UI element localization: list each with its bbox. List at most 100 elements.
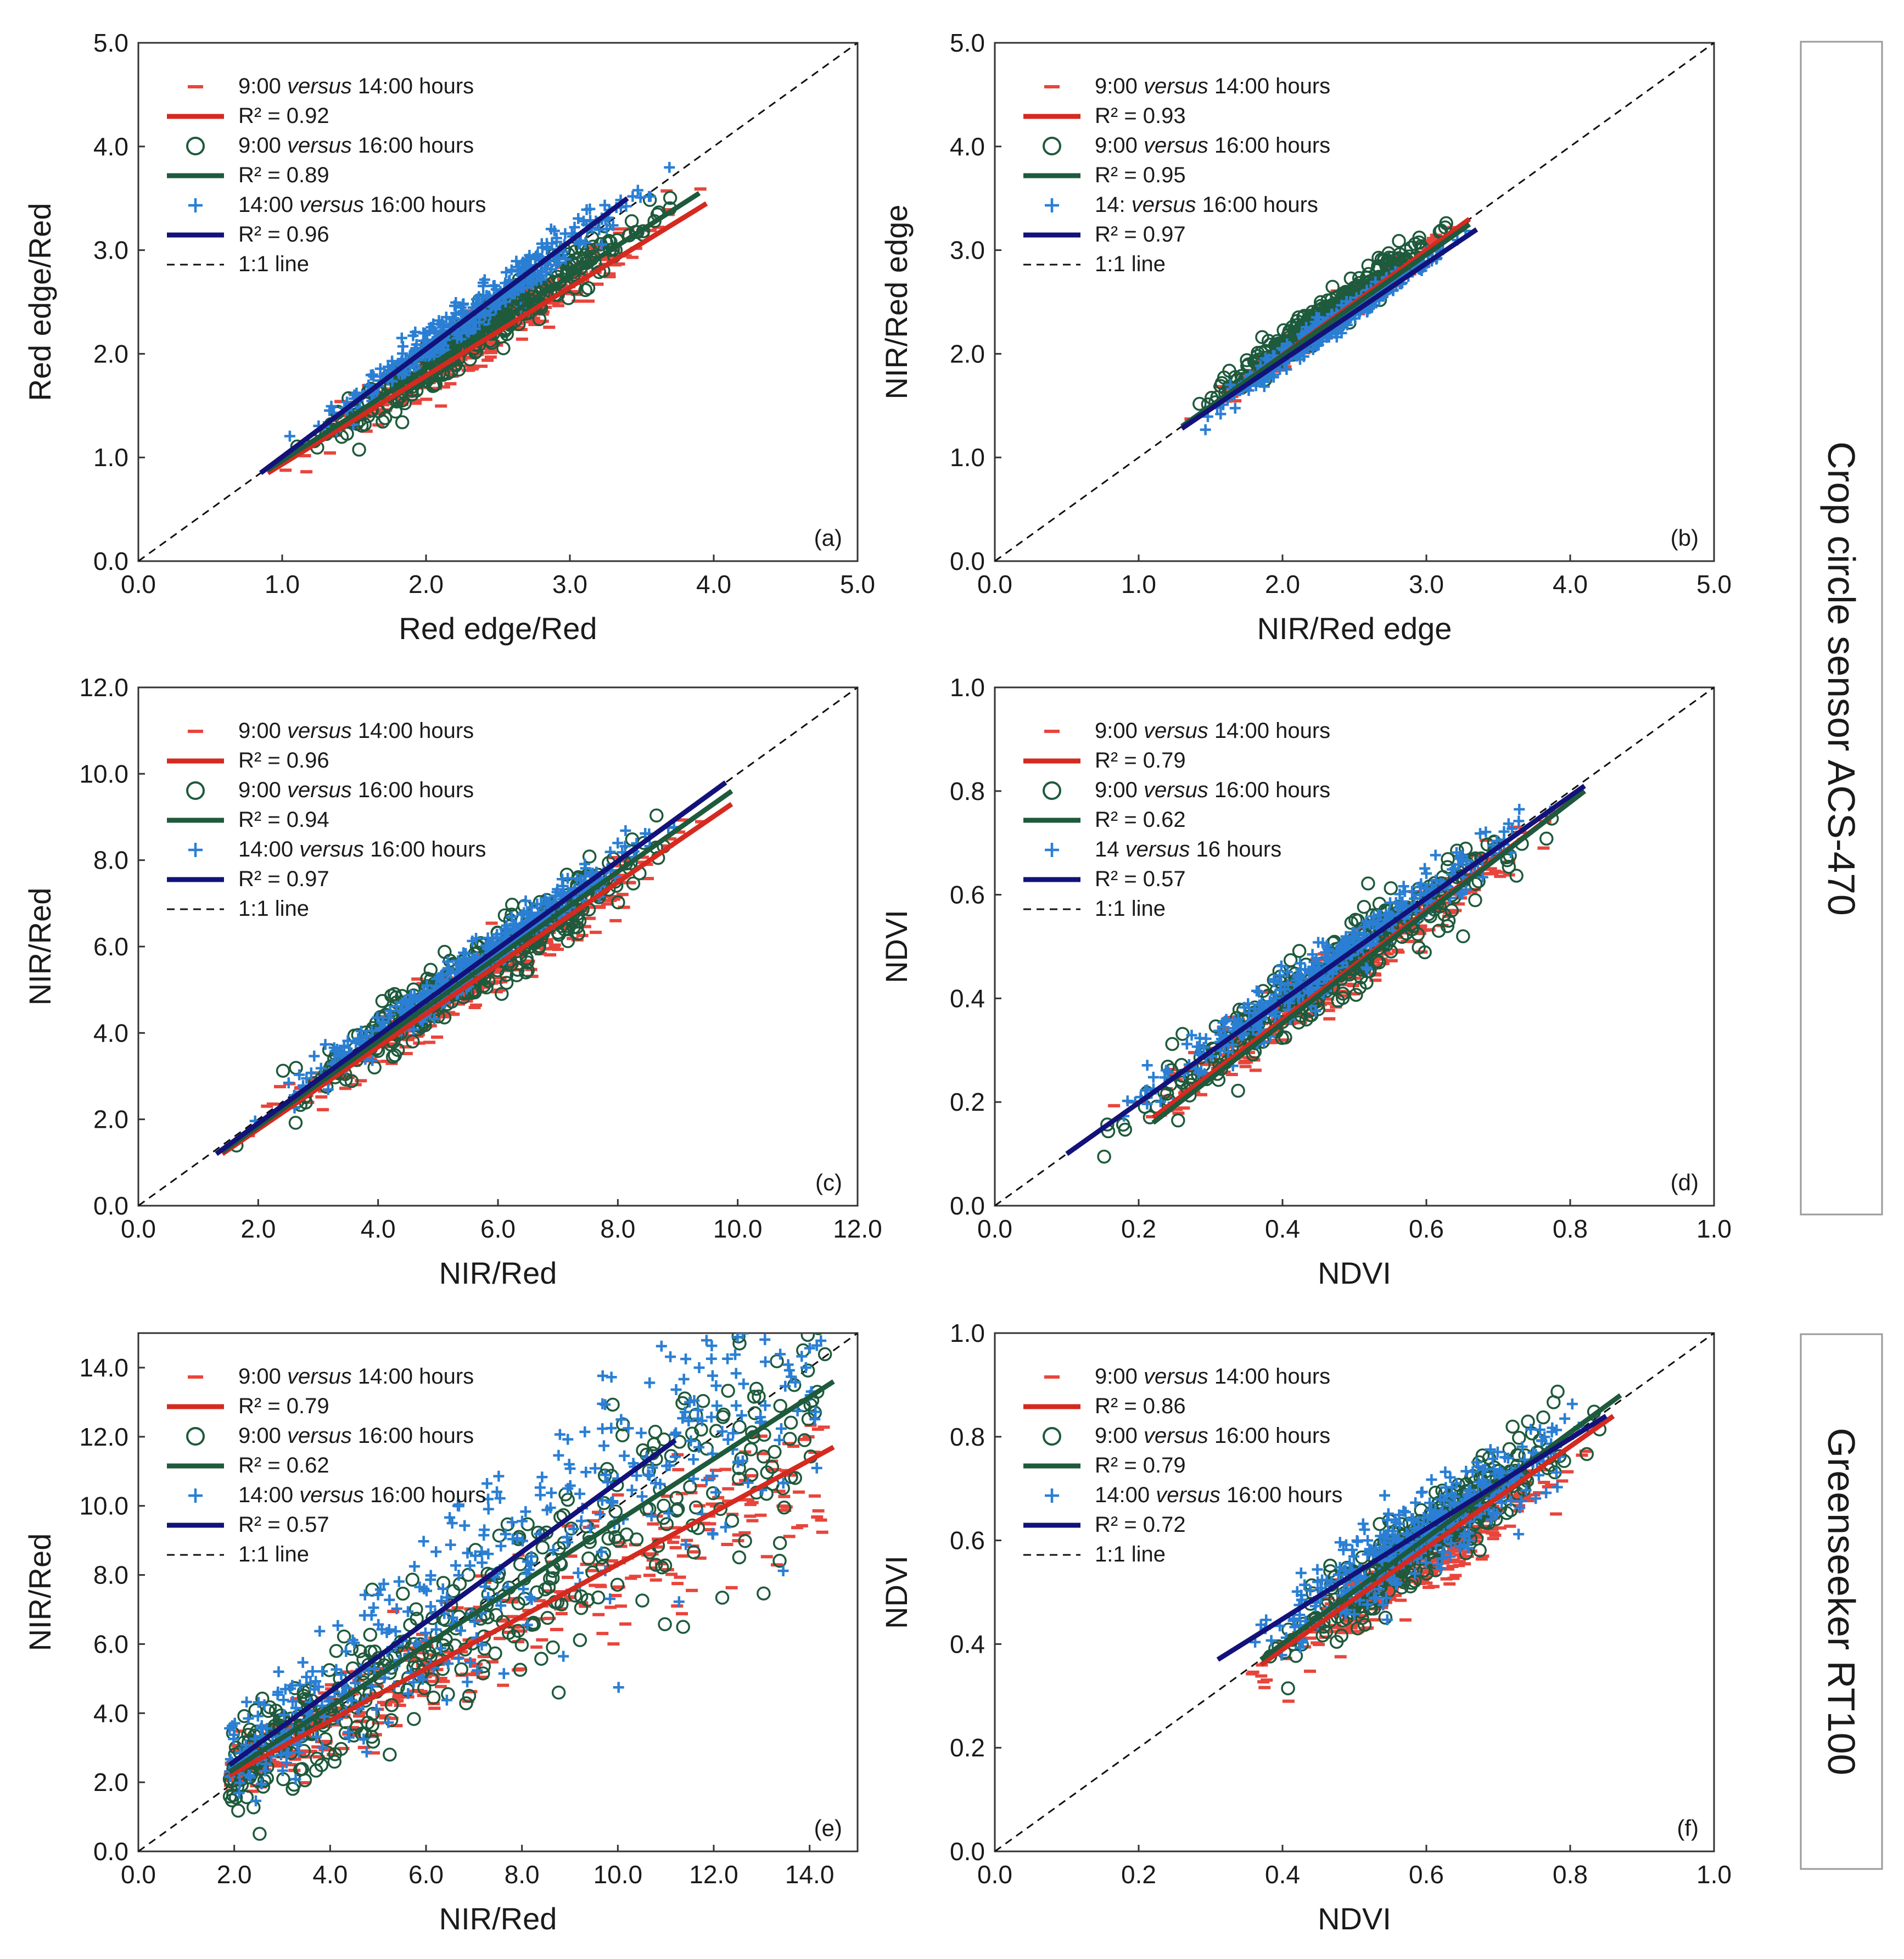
point-9-16 xyxy=(395,415,410,429)
point-9-16 xyxy=(1410,927,1425,942)
point-9-16 xyxy=(363,1627,378,1642)
legend-label: 14: versus 16:00 hours xyxy=(1095,193,1318,217)
point-14-16 xyxy=(580,870,591,882)
panel-c: 0.0 2.0 4.0 6.0 8.0 10.0 12.0 0.0 2.0 4.0 6.0 8.0 10… xyxy=(23,673,882,1290)
point-9-16 xyxy=(1361,876,1375,891)
point-14-16 xyxy=(384,1005,396,1017)
legend-label: 9:00 versus 14:00 hours xyxy=(238,719,474,743)
point-14-16 xyxy=(349,389,360,401)
point-14-16 xyxy=(569,221,580,233)
point-14-16 xyxy=(433,972,445,983)
y-tick-label: 4.0 xyxy=(93,1699,128,1727)
point-9-16 xyxy=(1444,903,1459,918)
point-14-16 xyxy=(284,430,295,442)
y-tick-label: 3.0 xyxy=(950,236,985,265)
point-14-16 xyxy=(372,1012,383,1023)
point-9-16 xyxy=(1349,988,1363,1002)
point-14-16 xyxy=(1349,312,1361,324)
point-9-16 xyxy=(1392,234,1406,248)
point-14-16 xyxy=(471,299,482,310)
x-tick-label: 2.0 xyxy=(408,570,444,598)
y-tick-label: 0.6 xyxy=(950,881,985,909)
point-9-16 xyxy=(423,962,438,977)
point-14-16 xyxy=(612,837,624,849)
point-9-16 xyxy=(276,1064,290,1078)
point-14-16 xyxy=(632,184,643,196)
point-9-16 xyxy=(1097,1149,1111,1164)
panel-b: 0.0 1.0 2.0 3.0 4.0 5.0 0.0 1.0 2.0 3.0 4.0 5.0 NIR/… xyxy=(879,29,1732,646)
point-14-16 xyxy=(488,938,499,949)
point-14-16 xyxy=(301,1073,312,1084)
point-9-16 xyxy=(649,808,664,823)
point-14-16 xyxy=(1225,379,1236,390)
point-9-16 xyxy=(732,1420,747,1434)
point-9-16 xyxy=(1384,881,1398,895)
point-9-16 xyxy=(1509,869,1524,883)
point-14-16 xyxy=(1192,1067,1204,1078)
y-tick-label: 0.4 xyxy=(950,984,985,1012)
point-14-16 xyxy=(315,1062,327,1074)
x-tick-label: 4.0 xyxy=(1553,570,1588,598)
y-tick-label: 2.0 xyxy=(950,339,985,368)
point-14-16 xyxy=(294,1069,305,1081)
point-14-16 xyxy=(620,200,632,212)
point-14-16 xyxy=(1259,352,1271,364)
x-tick-label: 0.0 xyxy=(121,1214,156,1243)
fit-line-3 xyxy=(1065,783,1586,1156)
point-9-16 xyxy=(1331,993,1345,1008)
legend-label: 14:00 versus 16:00 hours xyxy=(238,837,486,861)
legend-marker-circle xyxy=(1043,137,1061,155)
point-9-16 xyxy=(1371,259,1385,273)
point-14-16 xyxy=(1298,351,1309,362)
point-14-16 xyxy=(322,1084,334,1095)
point-14-16 xyxy=(1461,855,1473,866)
y-tick-label: 3.0 xyxy=(93,236,128,265)
x-axis-label: NIR/Red edge xyxy=(1257,611,1452,646)
point-14-16 xyxy=(604,846,616,858)
plot-frame xyxy=(137,1332,859,1852)
legend-label: R² = 0.96 xyxy=(238,748,329,773)
point-14-16 xyxy=(1419,863,1431,874)
point-9-16 xyxy=(1291,1015,1306,1030)
legend-label: R² = 0.93 xyxy=(1095,104,1186,128)
point-9-16 xyxy=(1468,893,1482,908)
x-tick-label: 10.0 xyxy=(593,1860,643,1889)
x-axis-label: NIR/Red xyxy=(439,1256,557,1290)
point-14-16 xyxy=(467,935,478,947)
point-14-16 xyxy=(645,191,656,202)
point-14-16 xyxy=(1420,867,1432,879)
point-14-16 xyxy=(607,220,619,231)
point-9-16 xyxy=(519,965,533,979)
point-14-16 xyxy=(506,288,518,300)
x-tick-label: 0.2 xyxy=(1121,1214,1156,1243)
point-9-16 xyxy=(437,1010,452,1025)
point-14-16 xyxy=(593,224,605,236)
point-14-16 xyxy=(548,225,560,237)
point-9-16 xyxy=(1171,1113,1185,1128)
plot-frame xyxy=(137,42,859,562)
point-14-16 xyxy=(1430,849,1441,861)
point-14-16 xyxy=(1220,1014,1232,1025)
point-9-16 xyxy=(390,1043,405,1057)
y-tick-label: 0.0 xyxy=(950,547,985,575)
y-tick-label: 1.0 xyxy=(93,443,128,472)
point-14-16 xyxy=(457,305,469,317)
point-14-16 xyxy=(1474,828,1486,839)
point-9-16 xyxy=(384,1698,399,1712)
legend-marker-plus xyxy=(188,843,203,857)
y-tick-label: 0.0 xyxy=(93,1837,128,1866)
x-tick-label: 2.0 xyxy=(1265,570,1300,598)
point-14-16 xyxy=(1310,1005,1321,1017)
point-9-16 xyxy=(557,922,572,937)
legend: 9:00 versus 14:00 hours R² = 0.93 9:00 ver… xyxy=(1023,74,1330,276)
x-tick-label: 0.8 xyxy=(1553,1214,1588,1243)
fit-line-1 xyxy=(221,802,733,1156)
x-tick-label: 12.0 xyxy=(689,1860,738,1889)
point-14-16 xyxy=(579,858,591,870)
y-tick-label: 0.2 xyxy=(950,1088,985,1116)
point-14-16 xyxy=(1384,897,1396,909)
one-to-one-line xyxy=(995,43,1714,561)
point-9-16 xyxy=(388,404,403,419)
y-tick-label: 5.0 xyxy=(93,29,128,57)
point-14-16 xyxy=(1394,888,1405,900)
